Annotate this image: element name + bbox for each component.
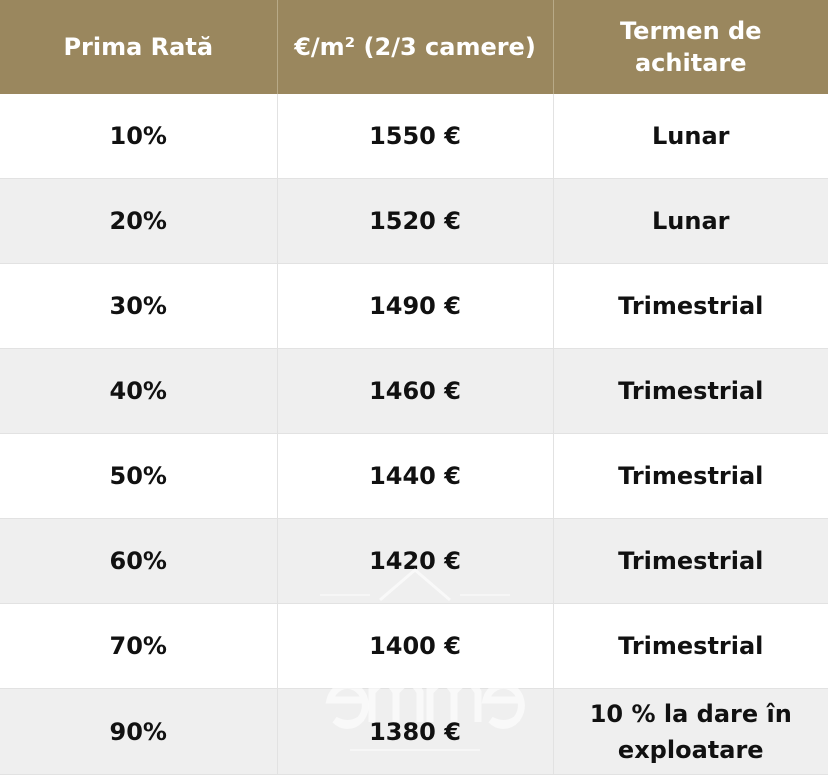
cell-prima-rata: 20%: [0, 178, 278, 264]
cell-term: Lunar: [553, 94, 828, 179]
cell-price: 1400 €: [277, 603, 554, 689]
table-row: 70% 1400 € Trimestrial: [0, 603, 828, 689]
table-row: 40% 1460 € Trimestrial: [0, 348, 828, 434]
cell-prima-rata: 30%: [0, 263, 278, 349]
cell-term: Lunar: [553, 178, 828, 264]
header-row: Prima Rată €/m² (2/3 camere) Termen de a…: [0, 0, 828, 94]
cell-prima-rata: 90%: [0, 688, 278, 775]
cell-price: 1490 €: [277, 263, 554, 349]
header-price-per-sqm: €/m² (2/3 camere): [277, 0, 554, 94]
cell-term: Trimestrial: [553, 603, 828, 689]
cell-prima-rata: 40%: [0, 348, 278, 434]
cell-term: 10 % la dare în exploatare: [553, 688, 828, 775]
header-payment-term: Termen de achitare: [553, 0, 828, 94]
cell-price: 1460 €: [277, 348, 554, 434]
cell-prima-rata: 50%: [0, 433, 278, 519]
table-row: 10% 1550 € Lunar: [0, 94, 828, 179]
table-row: 60% 1420 € Trimestrial: [0, 518, 828, 604]
cell-prima-rata: 60%: [0, 518, 278, 604]
cell-term: Trimestrial: [553, 518, 828, 604]
cell-term: Trimestrial: [553, 348, 828, 434]
table-row: 20% 1520 € Lunar: [0, 178, 828, 264]
cell-price: 1550 €: [277, 94, 554, 179]
cell-price: 1520 €: [277, 178, 554, 264]
cell-term: Trimestrial: [553, 263, 828, 349]
cell-prima-rata: 70%: [0, 603, 278, 689]
cell-price: 1420 €: [277, 518, 554, 604]
table-row: 90% 1380 €10 % la dare în exploatare: [0, 688, 828, 775]
table-row: 30% 1490 € Trimestrial: [0, 263, 828, 349]
cell-price: 1380 €: [277, 688, 554, 775]
cell-prima-rata: 10%: [0, 94, 278, 179]
header-prima-rata: Prima Rată: [0, 0, 278, 94]
cell-term: Trimestrial: [553, 433, 828, 519]
table-row: 50% 1440 € Trimestrial: [0, 433, 828, 519]
cell-price: 1440 €: [277, 433, 554, 519]
